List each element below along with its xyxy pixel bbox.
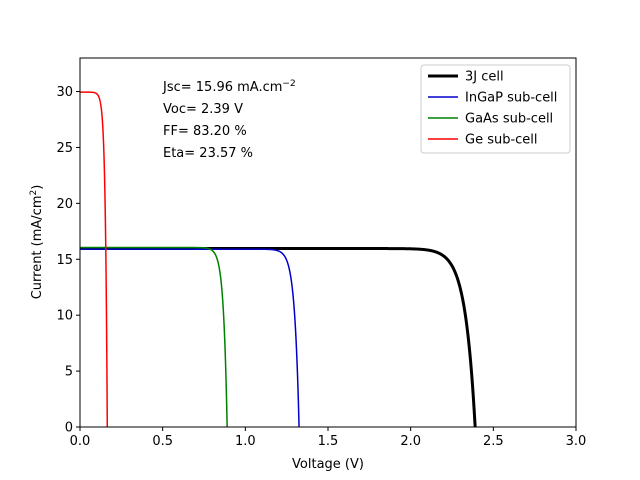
- x-tick-label: 3.0: [566, 434, 587, 449]
- x-tick-label: 1.5: [318, 434, 339, 449]
- legend: 3J cell InGaP sub-cell GaAs sub-cell Ge sub…: [420, 64, 571, 154]
- y-tick-label: 15: [56, 253, 73, 268]
- legend-label-0: 3J cell: [465, 70, 504, 85]
- y-tick-label: 5: [65, 365, 73, 380]
- x-tick-label: 2.0: [400, 434, 421, 449]
- x-axis: 0.0 0.5 1.0 1.5 2.0 2.5 3.0: [70, 427, 587, 449]
- y-tick-label: 30: [56, 85, 73, 100]
- annotation-1: Voc= 2.39 V: [163, 102, 243, 117]
- annotation-3: Eta= 23.57 %: [163, 146, 253, 161]
- annotation-0: Jsc= 15.96 mA.cm−2: [162, 79, 296, 95]
- annotations: Jsc= 15.96 mA.cm−2 Voc= 2.39 V FF= 83.20 %…: [162, 79, 296, 161]
- series-line-3: [80, 91, 109, 427]
- legend-label-2: GaAs sub-cell: [465, 112, 553, 127]
- legend-box: [420, 64, 571, 154]
- annotation-2: FF= 83.20 %: [163, 124, 247, 139]
- x-tick-label: 0.5: [152, 434, 173, 449]
- series-line-1: [80, 248, 300, 427]
- y-tick-label: 0: [65, 421, 73, 436]
- x-axis-label: Voltage (V): [292, 457, 364, 472]
- legend-label-1: InGaP sub-cell: [465, 91, 557, 106]
- x-tick-label: 0.0: [70, 434, 91, 449]
- y-axis: 0 5 10 15 20 25 30: [56, 85, 80, 436]
- series-line-2: [80, 246, 228, 427]
- x-tick-label: 2.5: [483, 434, 504, 449]
- legend-label-3: Ge sub-cell: [465, 133, 538, 148]
- y-tick-label: 25: [56, 141, 73, 156]
- x-tick-label: 1.0: [235, 434, 256, 449]
- y-axis-label: Current (mA/cm2): [29, 185, 45, 300]
- series-group: [80, 91, 477, 427]
- y-tick-label: 10: [56, 309, 73, 324]
- y-tick-label: 20: [56, 197, 73, 212]
